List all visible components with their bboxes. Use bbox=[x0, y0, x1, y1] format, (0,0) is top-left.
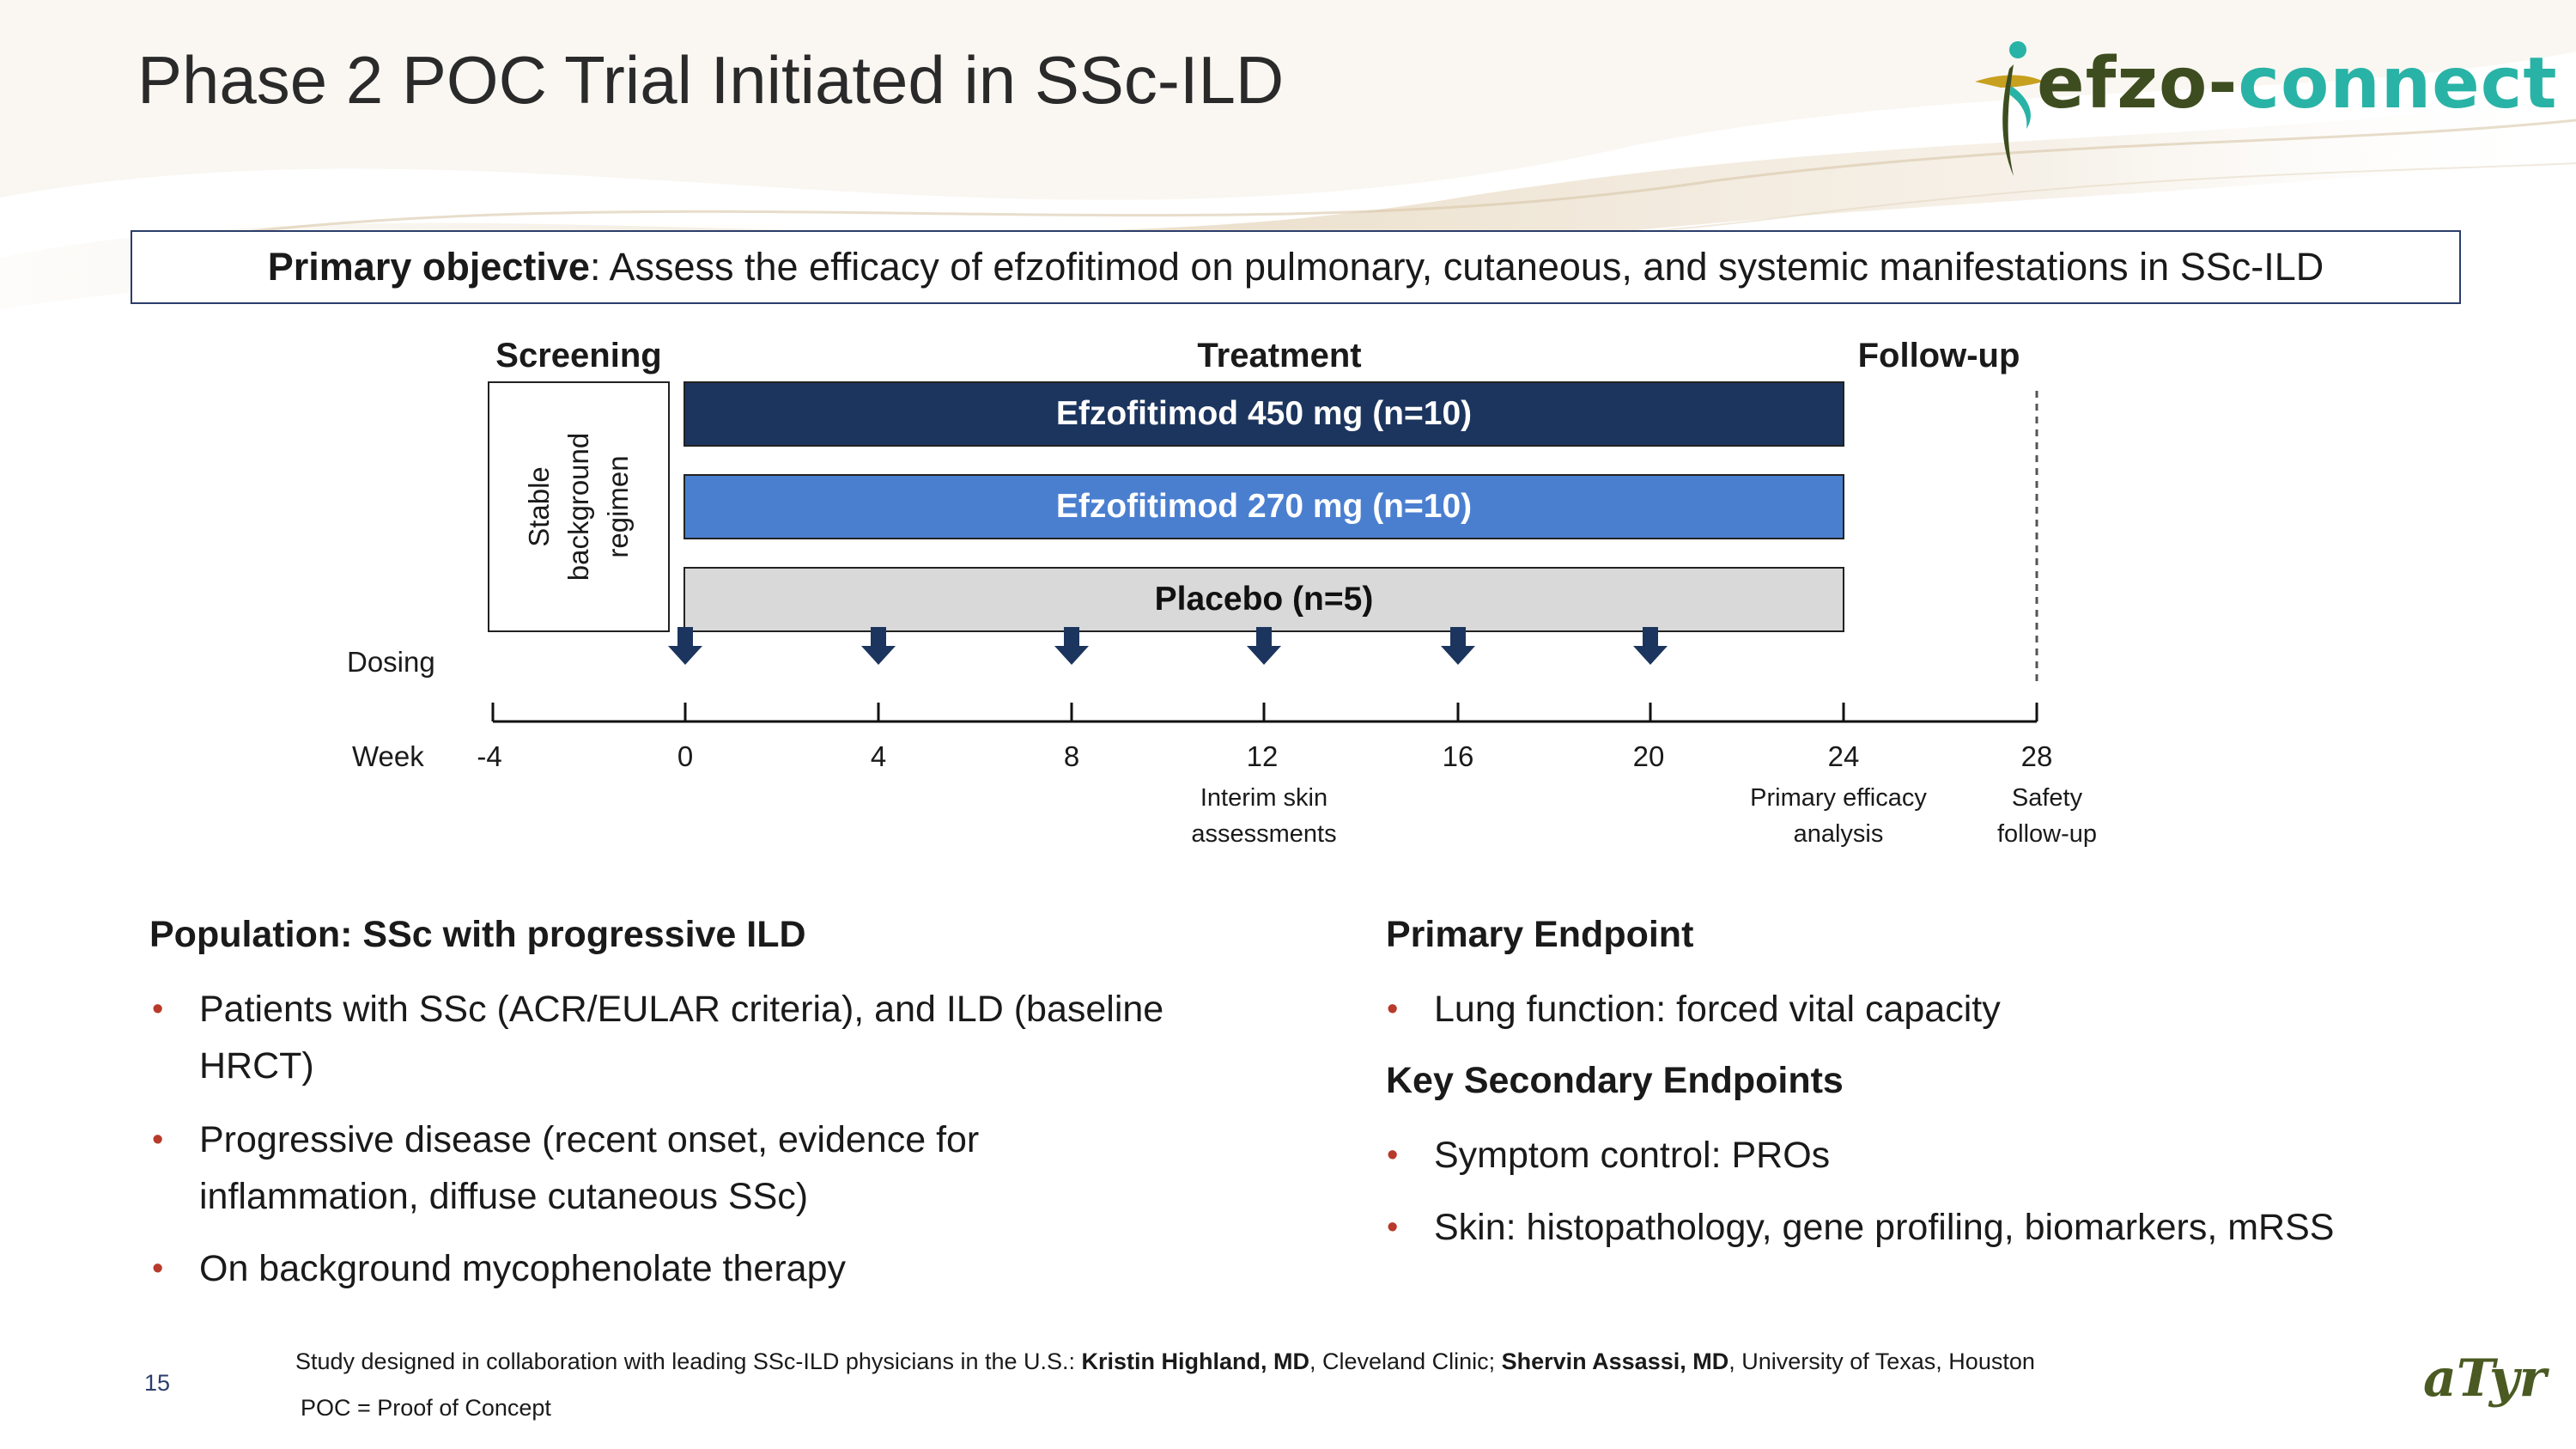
annotation-week28-line1: Safety bbox=[2011, 784, 2083, 812]
week-tick-label: 24 bbox=[1827, 740, 1860, 772]
bullet-dot-icon: • bbox=[1387, 991, 1399, 1027]
logo-separator: - bbox=[2208, 43, 2239, 125]
dosing-arrow-icon bbox=[1054, 627, 1089, 665]
week-tick-label: 28 bbox=[2020, 740, 2053, 772]
footnote-affil1: , Cleveland Clinic; bbox=[1309, 1349, 1502, 1374]
figure-icon bbox=[1975, 41, 2044, 176]
arm-placebo: Placebo (n=5) bbox=[683, 567, 1844, 632]
secondary-endpoints-title: Key Secondary Endpoints bbox=[1386, 1060, 1844, 1101]
stable-regimen-line3: regimen bbox=[602, 455, 634, 558]
dosing-label: Dosing bbox=[347, 646, 435, 678]
annotation-week12-line2: assessments bbox=[1191, 820, 1337, 848]
secondary-endpoint-text: Symptom control: PROs bbox=[1434, 1135, 1831, 1176]
phase-treatment: Treatment bbox=[1197, 337, 1362, 374]
bullet-dot-icon: • bbox=[152, 1122, 164, 1158]
population-bullet-text: Patients with SSc (ACR/EULAR criteria), … bbox=[199, 989, 1164, 1087]
week-tick-label: -4 bbox=[477, 740, 502, 772]
bullet-dot-icon: • bbox=[1387, 1209, 1399, 1245]
population-bullet: • On background mycophenolate therapy bbox=[152, 1240, 1230, 1297]
population-bullet-text: On background mycophenolate therapy bbox=[199, 1248, 846, 1289]
dosing-arrow-icon bbox=[1441, 627, 1475, 665]
footnote-person2: Shervin Assassi, MD bbox=[1501, 1349, 1729, 1374]
annotation-week12-line1: Interim skin bbox=[1200, 784, 1328, 812]
bullet-dot-icon: • bbox=[152, 1251, 164, 1287]
logo-wordmark: efzo-connect bbox=[2037, 43, 2558, 125]
footnote-abbreviation: POC = Proof of Concept bbox=[301, 1395, 551, 1421]
annotation-week12: Interim skin assessments bbox=[1191, 780, 1336, 852]
week-tick-label: 8 bbox=[1063, 740, 1080, 772]
stable-regimen-line1: Stable bbox=[523, 466, 555, 547]
secondary-endpoint-bullet: • Skin: histopathology, gene profiling, b… bbox=[1387, 1199, 2516, 1256]
arm-efzofitimod-450: Efzofitimod 450 mg (n=10) bbox=[683, 381, 1844, 447]
week-tick-label: 20 bbox=[1632, 740, 1665, 772]
population-bullet: • Progressive disease (recent onset, evid… bbox=[152, 1111, 1144, 1225]
footnote-prefix: Study designed in collaboration with lea… bbox=[295, 1349, 1082, 1374]
logo-word-efzo: efzo bbox=[2037, 43, 2208, 125]
annotation-week28: Safety follow-up bbox=[1997, 780, 2097, 852]
population-bullet-text: Progressive disease (recent onset, evide… bbox=[199, 1119, 980, 1217]
stable-regimen-line2: background bbox=[562, 432, 594, 581]
footnote-person1: Kristin Highland, MD bbox=[1081, 1349, 1310, 1374]
dosing-arrow-icon bbox=[1633, 627, 1668, 665]
population-bullet: • Patients with SSc (ACR/EULAR criteria),… bbox=[152, 981, 1247, 1094]
secondary-endpoint-bullet: • Symptom control: PROs bbox=[1387, 1127, 2464, 1184]
bullet-dot-icon: • bbox=[1387, 1137, 1399, 1173]
week-tick-label: 4 bbox=[870, 740, 887, 772]
phase-followup: Follow-up bbox=[1857, 337, 2020, 374]
primary-objective-box: Primary objective: Assess the efficacy o… bbox=[131, 230, 2461, 304]
objective-label: Primary objective bbox=[267, 245, 590, 289]
bullet-dot-icon: • bbox=[152, 991, 164, 1027]
week-tick-label: 0 bbox=[677, 740, 694, 772]
stable-regimen-label: Stable background regimen bbox=[519, 433, 638, 581]
primary-endpoint-bullet: • Lung function: forced vital capacity bbox=[1387, 981, 2464, 1038]
arm-efzofitimod-270: Efzofitimod 270 mg (n=10) bbox=[683, 474, 1844, 539]
atyr-logo: aTyr bbox=[2423, 1349, 2547, 1409]
phase-screening: Screening bbox=[495, 337, 662, 374]
page-title: Phase 2 POC Trial Initiated in SSc-ILD bbox=[137, 42, 1285, 118]
dosing-arrow-icon bbox=[1247, 627, 1281, 665]
population-title: Population: SSc with progressive ILD bbox=[149, 914, 806, 955]
secondary-endpoint-text: Skin: histopathology, gene profiling, bi… bbox=[1434, 1207, 2335, 1248]
efzo-connect-logo: efzo-connect bbox=[1966, 34, 2559, 180]
footnote-affil2: , University of Texas, Houston bbox=[1728, 1349, 2035, 1374]
week-label: Week bbox=[352, 740, 424, 772]
week-tick-label: 12 bbox=[1246, 740, 1279, 772]
footnote-collaboration: Study designed in collaboration with lea… bbox=[295, 1349, 2035, 1375]
primary-endpoint-title: Primary Endpoint bbox=[1386, 914, 1694, 955]
dosing-arrow-icon bbox=[861, 627, 896, 665]
week-tick-label: 16 bbox=[1442, 740, 1474, 772]
logo-word-connect: connect bbox=[2238, 43, 2558, 125]
page-number: 15 bbox=[144, 1370, 171, 1396]
objective-text: : Assess the efficacy of efzofitimod on … bbox=[589, 245, 2324, 289]
dosing-arrow-icon bbox=[668, 627, 702, 665]
primary-endpoint-text: Lung function: forced vital capacity bbox=[1434, 989, 2001, 1030]
annotation-week24-line1: Primary efficacy bbox=[1750, 784, 1927, 812]
annotation-week24: Primary efficacy analysis bbox=[1750, 780, 1927, 852]
stable-background-regimen-box: Stable background regimen bbox=[488, 381, 670, 632]
annotation-week28-line2: follow-up bbox=[1996, 820, 2098, 848]
annotation-week24-line2: analysis bbox=[1793, 820, 1884, 848]
